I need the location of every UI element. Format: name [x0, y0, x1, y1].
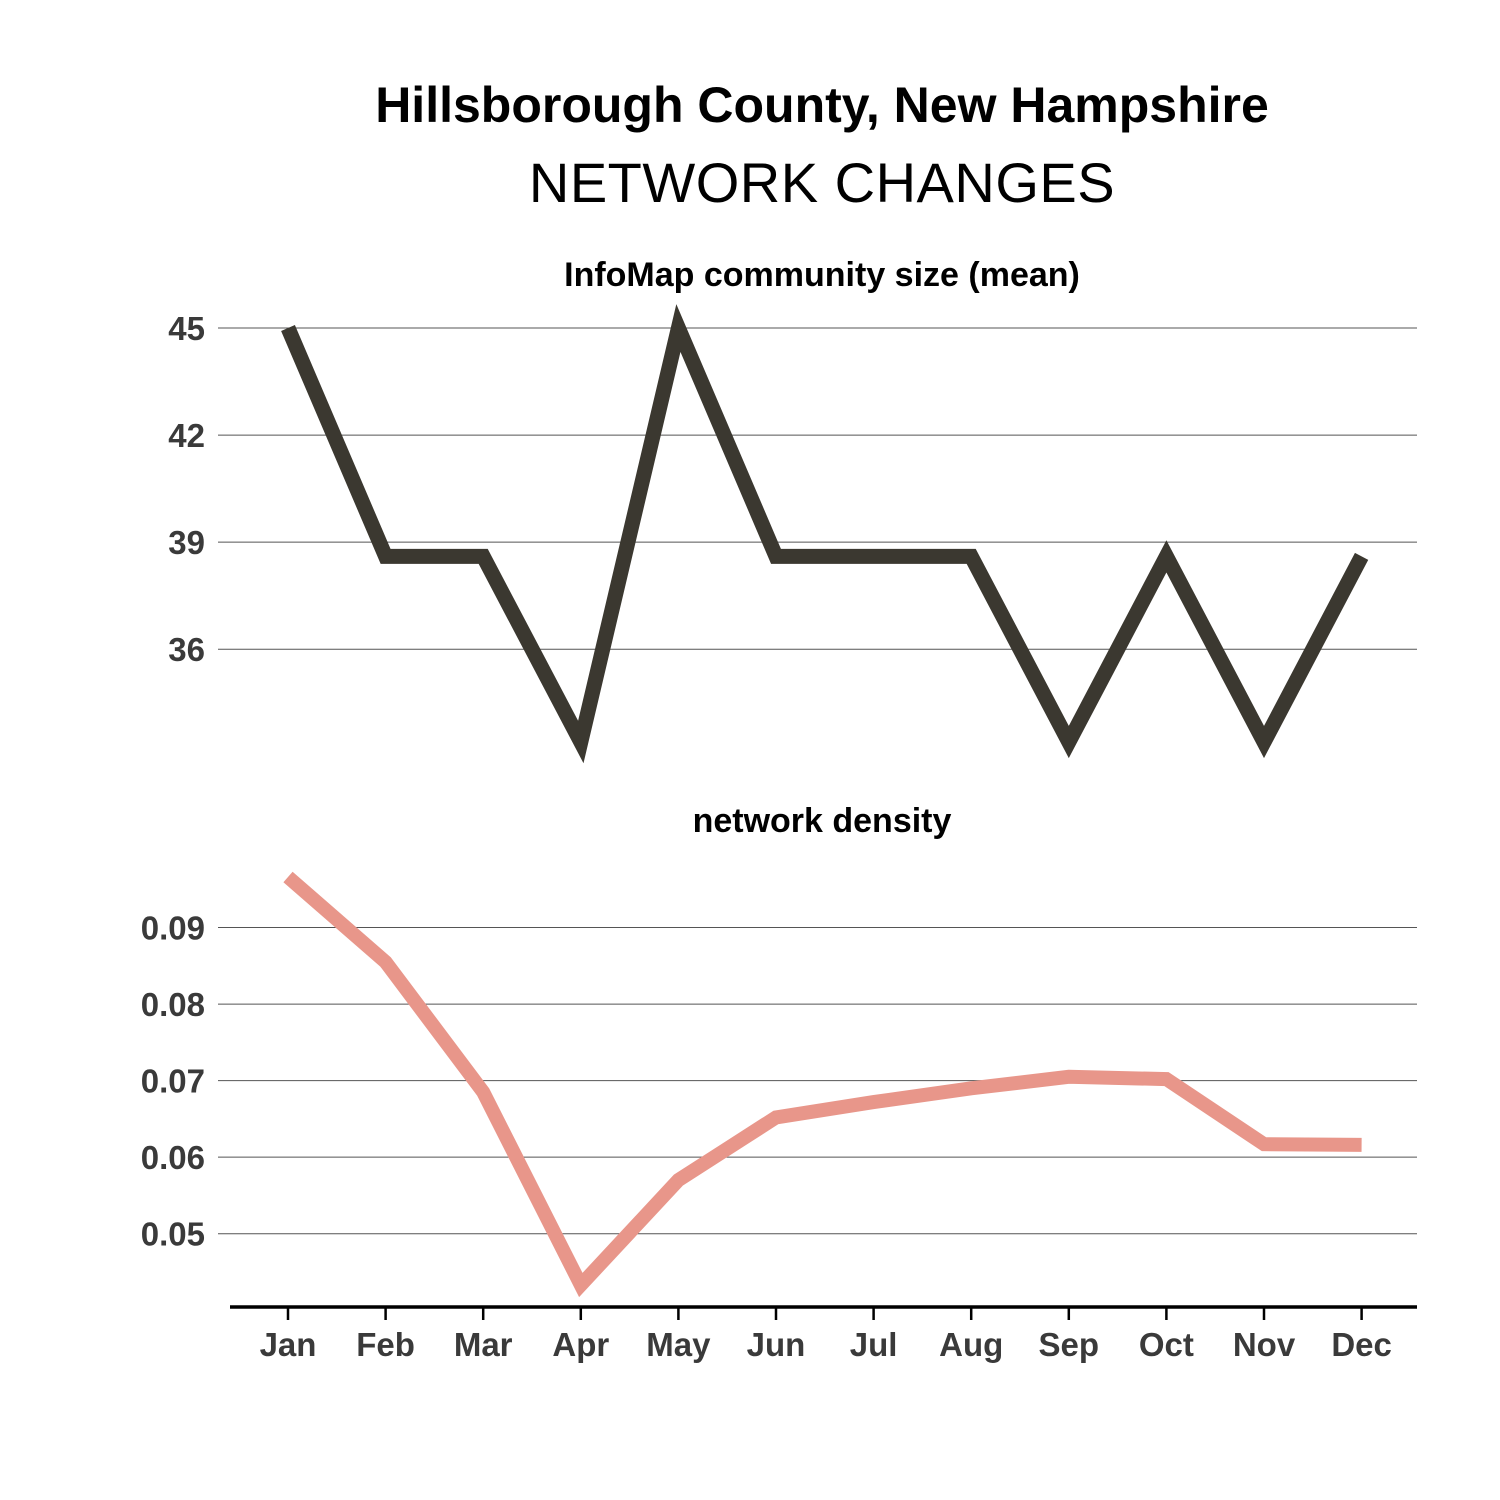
x-tick-label: Nov [1233, 1326, 1296, 1363]
y-tick-label-density: 0.09 [141, 910, 205, 947]
x-tick-label: Mar [454, 1326, 513, 1363]
x-tick-label: Jun [747, 1326, 806, 1363]
y-tick-label-density: 0.07 [141, 1063, 205, 1100]
x-tick-label: May [646, 1326, 711, 1363]
x-tick-label: Feb [356, 1326, 415, 1363]
y-tick-label-density: 0.06 [141, 1139, 205, 1176]
series-line-density [283, 871, 1362, 1298]
x-tick-label: Aug [939, 1326, 1003, 1363]
y-tick-label-size: 36 [168, 631, 205, 668]
y-tick-label-size: 42 [168, 417, 205, 454]
x-tick-label: Jan [260, 1326, 317, 1363]
x-tick-label: Apr [552, 1326, 609, 1363]
panel-title-density: network density [693, 802, 952, 840]
y-tick-label-density: 0.05 [141, 1216, 205, 1253]
chart-title: Hillsborough County, New Hampshire [375, 77, 1269, 133]
x-tick-label: Oct [1139, 1326, 1194, 1363]
series-line-size [281, 304, 1369, 764]
y-tick-label-density: 0.08 [141, 986, 205, 1023]
chart-subtitle: NETWORK CHANGES [528, 151, 1116, 214]
panel-title-size: InfoMap community size (mean) [564, 256, 1080, 294]
x-tick-label: Sep [1039, 1326, 1100, 1363]
x-tick-label: Jul [850, 1326, 898, 1363]
x-tick-label: Dec [1331, 1326, 1392, 1363]
y-tick-label-size: 45 [168, 310, 205, 347]
y-tick-label-size: 39 [168, 524, 205, 561]
